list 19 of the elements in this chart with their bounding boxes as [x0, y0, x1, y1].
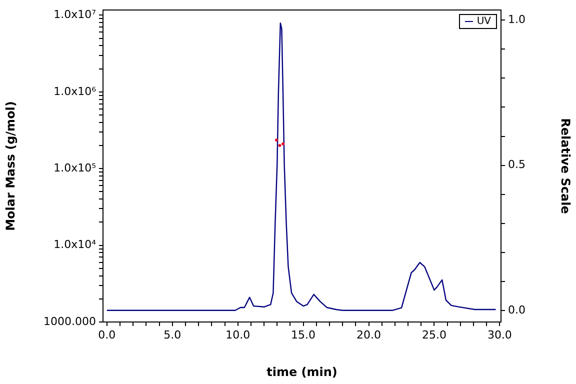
x-tick-label: 0.0: [98, 328, 116, 342]
y-tick-label: 1.0x10⁶: [54, 84, 97, 98]
y-tick-label: 1000.000: [44, 314, 96, 328]
x-tick-label: 20.0: [356, 328, 382, 342]
x-tick-label: 15.0: [291, 328, 316, 342]
x-axis-title: time (min): [266, 364, 338, 379]
y2-tick-label: 0.5: [508, 158, 526, 172]
y-tick-label: 1.0x10⁴: [54, 238, 97, 252]
y-tick-label: 1.0x10⁷: [54, 8, 96, 22]
y2-axis-title: Relative Scale: [558, 118, 573, 214]
x-tick-label: 30.0: [487, 328, 512, 342]
y-tick-label: 1.0x10⁵: [54, 161, 96, 174]
y-axis-title: Molar Mass (g/mol): [3, 101, 18, 231]
y2-tick-label: 1.0: [508, 13, 526, 26]
x-tick-label: 25.0: [422, 328, 446, 342]
y2-tick-label: 0.0: [508, 303, 526, 316]
x-tick-label: 10.0: [226, 328, 250, 342]
x-tick-label: 5.0: [164, 328, 182, 342]
legend-label: UV: [476, 16, 491, 27]
